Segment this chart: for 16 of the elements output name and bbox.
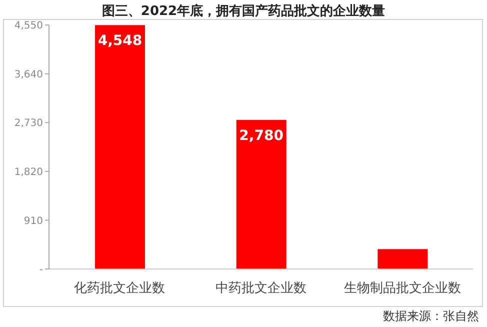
x-tick-label: 中药批文企业数	[216, 281, 306, 296]
y-tick-label: 2,730	[14, 118, 43, 130]
data-label: 2,780	[239, 128, 284, 144]
y-tick-label: 1,820	[14, 166, 43, 178]
y-tick-label: -	[39, 264, 44, 276]
x-tick-label: 生物制品批文企业数	[344, 281, 461, 296]
source-note: 数据来源：张自然	[383, 308, 479, 325]
chart-title: 图三、2022年底，拥有国产药品批文的企业数量	[100, 2, 386, 20]
bar	[95, 25, 145, 269]
bar	[236, 120, 286, 269]
y-tick-label: 910	[24, 216, 43, 227]
data-label: 4,548	[98, 33, 142, 50]
y-tick-label: 4,550	[14, 20, 43, 32]
y-tick-label: 3,640	[14, 69, 43, 80]
x-tick-label: 化药批文企业数	[74, 281, 166, 296]
bar	[378, 249, 428, 269]
